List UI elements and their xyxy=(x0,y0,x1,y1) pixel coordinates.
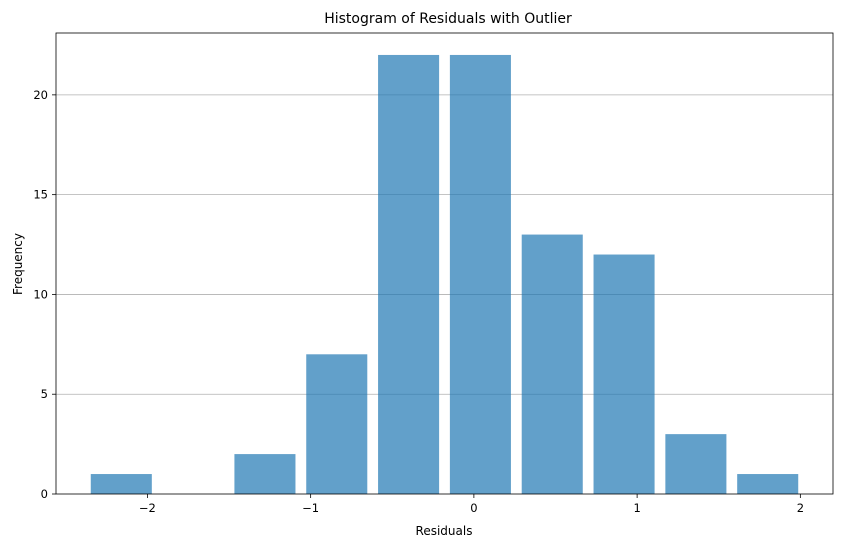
x-axis-ticks: −2 −1 0 1 2 xyxy=(139,494,804,515)
histogram-bar xyxy=(521,234,583,494)
histogram-bar xyxy=(665,434,727,494)
y-tick-label: 15 xyxy=(33,188,48,202)
y-axis-label: Frequency xyxy=(11,233,25,295)
histogram-bar xyxy=(593,254,655,494)
y-tick-label: 20 xyxy=(33,88,48,102)
histogram-bar xyxy=(737,474,799,494)
plot-frame xyxy=(55,32,834,495)
y-axis-ticks: 0 5 10 15 20 xyxy=(33,88,56,501)
bars-group xyxy=(90,54,799,494)
x-tick-label: −2 xyxy=(139,501,156,515)
histogram-bar xyxy=(90,474,152,494)
gridlines xyxy=(56,94,833,395)
x-axis-label: Residuals xyxy=(416,524,473,538)
x-tick-label: 0 xyxy=(470,501,477,515)
y-tick-label: 10 xyxy=(33,287,48,301)
y-tick-label: 0 xyxy=(41,487,48,501)
y-tick-label: 5 xyxy=(41,387,48,401)
histogram-bar xyxy=(234,454,296,494)
histogram-bar xyxy=(306,354,368,494)
x-tick-label: 1 xyxy=(633,501,640,515)
x-tick-label: −1 xyxy=(302,501,319,515)
histogram-bar xyxy=(449,54,511,494)
chart-title: Histogram of Residuals with Outlier xyxy=(324,11,572,27)
histogram-bar xyxy=(378,54,440,494)
x-tick-label: 2 xyxy=(797,501,804,515)
